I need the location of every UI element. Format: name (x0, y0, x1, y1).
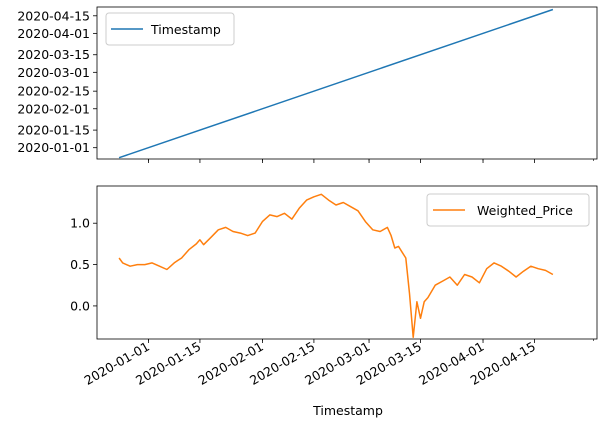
top-series-lines (118, 8, 554, 159)
y-tick-label: 2020-03-15 (17, 47, 90, 62)
series-line-timestamp (118, 8, 554, 159)
top-legend-label: Timestamp (150, 22, 221, 37)
y-tick-label: 2020-01-15 (17, 123, 90, 138)
y-tick-label: 2020-02-15 (17, 84, 90, 99)
y-tick-label: 2020-01-01 (17, 140, 90, 155)
top-legend: Timestamp (105, 12, 235, 46)
y-tick-label: 0.0 (70, 298, 90, 313)
y-tick-label: 2020-04-01 (17, 26, 90, 41)
top-axes-frame (96, 6, 598, 160)
y-tick-label: 1.0 (70, 216, 90, 231)
top-legend-box (105, 12, 235, 46)
bottom-series-lines (118, 193, 554, 339)
bottom-legend-label: Weighted_Price (477, 203, 573, 218)
y-tick-label: 0.5 (70, 257, 90, 272)
y-tick-label: 2020-04-15 (17, 8, 90, 23)
bottom-legend: Weighted_Price (426, 193, 590, 227)
top-axes: 2020-01-01 2020-01-15 2020-02-01 2020-02-15… (17, 6, 598, 163)
bottom-axes-frame (96, 185, 598, 340)
top-axis-ticks: 2020-01-01 2020-01-15 2020-02-01 2020-02-15… (17, 8, 594, 163)
series-line-weighted-price (118, 193, 554, 339)
y-tick-label: 2020-03-01 (17, 65, 90, 80)
y-tick-label: 2020-02-01 (17, 101, 90, 116)
bottom-x-axis-label: Timestamp (312, 403, 383, 418)
bottom-legend-box (426, 193, 590, 227)
